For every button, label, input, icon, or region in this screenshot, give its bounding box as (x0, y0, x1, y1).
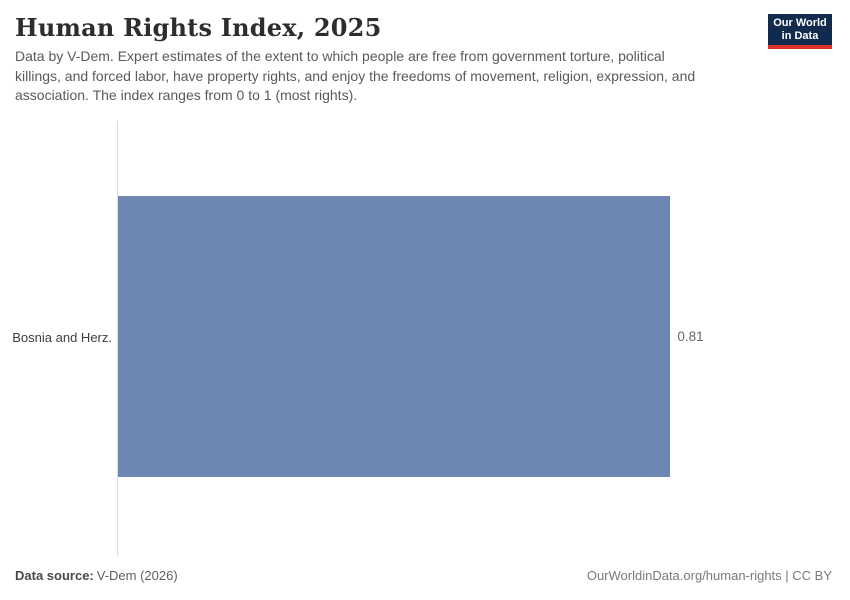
entity-label: Bosnia and Herz. (12, 330, 112, 345)
bar-value-label: 0.81 (677, 329, 704, 344)
subtitle-line: killings, and forced labor, have propert… (15, 67, 696, 84)
subtitle-line: association. The index ranges from 0 to … (15, 87, 358, 103)
data-source-value: V-Dem (2026) (96, 568, 178, 583)
owid-logo-line2: in Data (781, 30, 819, 42)
data-source: Data source: V-Dem (2026) (15, 568, 178, 584)
y-axis-line (117, 121, 118, 556)
plot-area: 0.81 (118, 196, 800, 477)
data-source-label: Data source: (15, 568, 94, 583)
subtitle-line: Data by V-Dem. Expert estimates of the e… (15, 48, 665, 64)
bar[interactable] (118, 196, 671, 477)
owid-logo-line1: Our World (773, 17, 827, 29)
chart-title: Human Rights Index, 2025 (15, 13, 382, 42)
chart-subtitle: Data by V-Dem. Expert estimates of the e… (15, 47, 755, 106)
owid-logo[interactable]: Our World in Data (768, 14, 832, 49)
footer-link[interactable]: OurWorldinData.org/human-rights | CC BY (586, 568, 832, 583)
chart-footer: Data source: V-Dem (2026) OurWorldinData.… (15, 568, 832, 584)
